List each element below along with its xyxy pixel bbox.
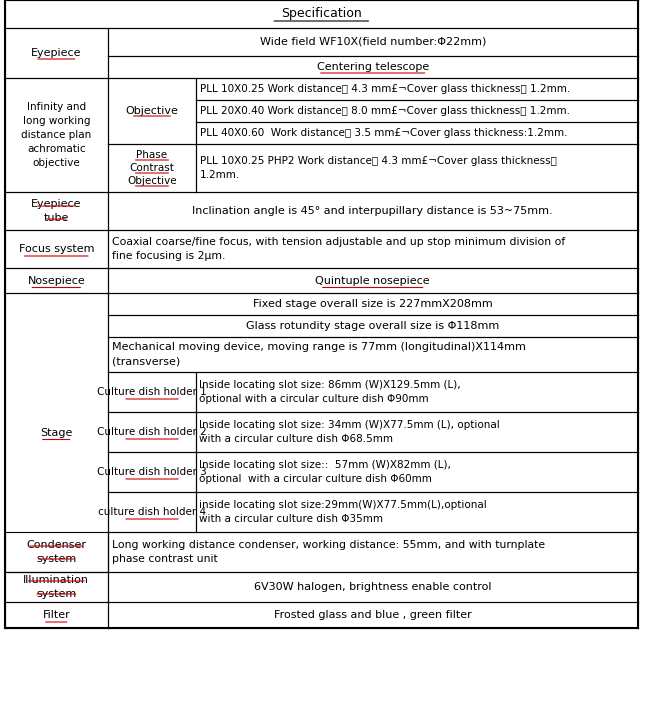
Text: Frosted glass and blue , green filter: Frosted glass and blue , green filter [274, 610, 472, 620]
Text: Wide field WF10X(field number:Φ22mm): Wide field WF10X(field number:Φ22mm) [260, 37, 486, 47]
Text: Stage: Stage [40, 428, 72, 437]
Text: Illumination
system: Illumination system [23, 575, 90, 599]
Text: Coaxial coarse/fine focus, with tension adjustable and up stop minimum division : Coaxial coarse/fine focus, with tension … [112, 237, 565, 261]
Text: PLL 40X0.60  Work distance： 3.5 mm£¬Cover glass thickness:1.2mm.: PLL 40X0.60 Work distance： 3.5 mm£¬Cover… [200, 128, 568, 138]
Text: Quintuple nosepiece: Quintuple nosepiece [315, 275, 430, 285]
Text: Specification: Specification [281, 7, 361, 21]
Text: Inside locating slot size: 86mm (W)X129.5mm (L),
optional with a circular cultur: Inside locating slot size: 86mm (W)X129.… [199, 380, 461, 404]
Text: culture dish holder 4: culture dish holder 4 [98, 507, 206, 517]
Text: Long working distance condenser, working distance: 55mm, and with turnplate
phas: Long working distance condenser, working… [112, 540, 544, 564]
Text: Fixed stage overall size is 227mmX208mm: Fixed stage overall size is 227mmX208mm [253, 299, 492, 309]
Text: Infinity and
long working
distance plan
achromatic
objective: Infinity and long working distance plan … [21, 102, 92, 168]
Text: Culture dish holder 2: Culture dish holder 2 [97, 427, 207, 437]
Text: Inclination angle is 45° and interpupillary distance is 53~75mm.: Inclination angle is 45° and interpupill… [192, 206, 553, 216]
Text: Objective: Objective [126, 106, 178, 116]
Text: Glass rotundity stage overall size is Φ118mm: Glass rotundity stage overall size is Φ1… [246, 321, 500, 331]
Text: Centering telescope: Centering telescope [317, 62, 429, 72]
Text: Mechanical moving device, moving range is 77mm (longitudinal)X114mm
(transverse): Mechanical moving device, moving range i… [112, 342, 526, 367]
Text: Culture dish holder 3: Culture dish holder 3 [97, 467, 207, 477]
Text: Eyepiece
tube: Eyepiece tube [31, 199, 81, 223]
Text: Condenser
system: Condenser system [26, 541, 86, 564]
Text: PLL 20X0.40 Work distance： 8.0 mm£¬Cover glass thickness： 1.2mm.: PLL 20X0.40 Work distance： 8.0 mm£¬Cover… [200, 106, 570, 116]
Text: Culture dish holder 1: Culture dish holder 1 [97, 387, 207, 397]
Text: 6V30W halogen, brightness enable control: 6V30W halogen, brightness enable control [254, 582, 492, 592]
Text: Inside locating slot size: 34mm (W)X77.5mm (L), optional
with a circular culture: Inside locating slot size: 34mm (W)X77.5… [199, 420, 500, 444]
Text: PLL 10X0.25 PHP2 Work distance： 4.3 mm£¬Cover glass thickness：
1.2mm.: PLL 10X0.25 PHP2 Work distance： 4.3 mm£¬… [200, 156, 557, 180]
Text: Phase
Contrast
Objective: Phase Contrast Objective [127, 150, 177, 186]
Text: Nosepiece: Nosepiece [27, 275, 85, 285]
Text: Inside locating slot size::  57mm (W)X82mm (L),
optional  with a circular cultur: Inside locating slot size:: 57mm (W)X82m… [199, 460, 451, 484]
Text: PLL 10X0.25 Work distance： 4.3 mm£¬Cover glass thickness： 1.2mm.: PLL 10X0.25 Work distance： 4.3 mm£¬Cover… [200, 84, 570, 94]
Text: Eyepiece: Eyepiece [31, 48, 81, 58]
Text: Filter: Filter [42, 610, 70, 620]
Text: Focus system: Focus system [19, 244, 94, 254]
Text: inside locating slot size:29mm(W)X77.5mm(L),optional
with a circular culture dis: inside locating slot size:29mm(W)X77.5mm… [199, 500, 487, 524]
